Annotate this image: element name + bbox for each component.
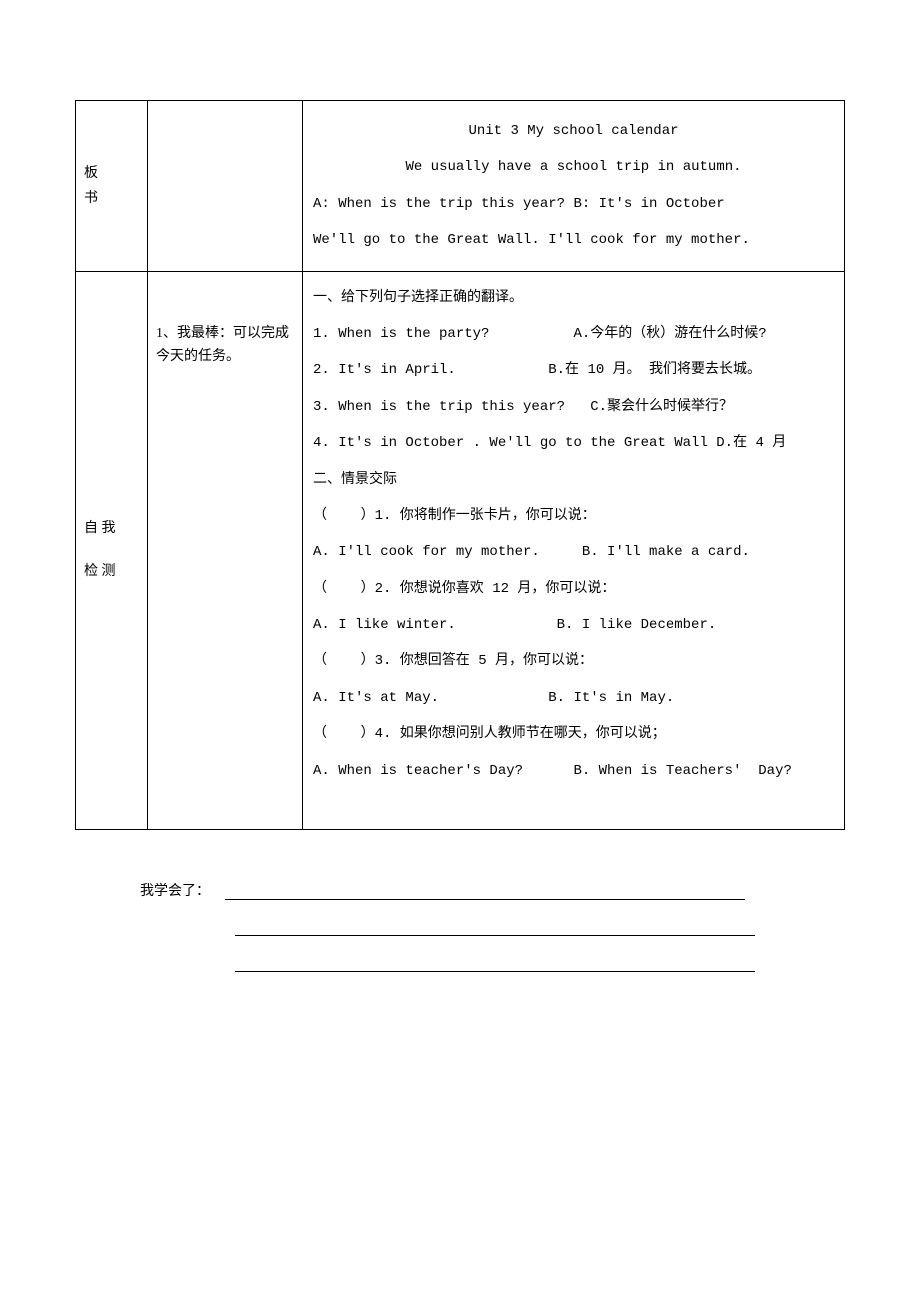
s3: （ ）3. 你想回答在 5 月，你可以说： bbox=[313, 643, 834, 679]
learned-label: 我学会了： bbox=[140, 880, 210, 900]
q3: 3. When is the trip this year? C.聚会什么时候举… bbox=[313, 389, 834, 425]
learned-underline-2 bbox=[235, 935, 755, 936]
board-label-cell: 板 书 bbox=[76, 101, 148, 272]
board-empty-cell bbox=[148, 101, 303, 272]
q1: 1. When is the party? A.今年的（秋）游在什么时候? bbox=[313, 316, 834, 352]
selftest-label-2: 检 测 bbox=[84, 559, 139, 584]
learned-line-1: 我学会了： bbox=[140, 880, 845, 900]
s4: （ ）4. 如果你想问别人教师节在哪天，你可以说； bbox=[313, 716, 834, 752]
s4a: A. When is teacher's Day? B. When is Tea… bbox=[313, 753, 834, 789]
learned-section: 我学会了： bbox=[75, 880, 845, 972]
s2a: A. I like winter. B. I like December. bbox=[313, 607, 834, 643]
q2: 2. It's in April. B.在 10 月。 我们将要去长城。 bbox=[313, 352, 834, 388]
s3a: A. It's at May. B. It's in May. bbox=[313, 680, 834, 716]
learned-underline-3 bbox=[235, 971, 755, 972]
s2: （ ）2. 你想说你喜欢 12 月，你可以说： bbox=[313, 571, 834, 607]
selftest-label-cell: 自 我 检 测 bbox=[76, 271, 148, 829]
board-line-3: A: When is the trip this year? B: It's i… bbox=[313, 186, 834, 222]
board-label: 板 书 bbox=[84, 166, 128, 206]
board-line-4: We'll go to the Great Wall. I'll cook fo… bbox=[313, 222, 834, 258]
board-row: 板 书 Unit 3 My school calendar We usually… bbox=[76, 101, 845, 272]
lesson-table: 板 书 Unit 3 My school calendar We usually… bbox=[75, 100, 845, 830]
selftest-task-cell: 1、我最棒：可以完成今天的任务。 bbox=[148, 271, 303, 829]
section1-heading: 一、给下列句子选择正确的翻译。 bbox=[313, 280, 834, 316]
selftest-content-cell: 一、给下列句子选择正确的翻译。 1. When is the party? A.… bbox=[303, 271, 845, 829]
board-line-1: Unit 3 My school calendar bbox=[313, 113, 834, 149]
board-content-cell: Unit 3 My school calendar We usually hav… bbox=[303, 101, 845, 272]
learned-underline-1 bbox=[225, 899, 745, 900]
q4: 4. It's in October . We'll go to the Gre… bbox=[313, 425, 834, 461]
s1a: A. I'll cook for my mother. B. I'll make… bbox=[313, 534, 834, 570]
s1: （ ）1. 你将制作一张卡片，你可以说： bbox=[313, 498, 834, 534]
board-line-2: We usually have a school trip in autumn. bbox=[313, 149, 834, 185]
selftest-label-1: 自 我 bbox=[84, 516, 139, 541]
selftest-row: 自 我 检 测 1、我最棒：可以完成今天的任务。 一、给下列句子选择正确的翻译。… bbox=[76, 271, 845, 829]
selftest-task: 1、我最棒：可以完成今天的任务。 bbox=[156, 322, 294, 370]
section2-heading: 二、情景交际 bbox=[313, 462, 834, 498]
